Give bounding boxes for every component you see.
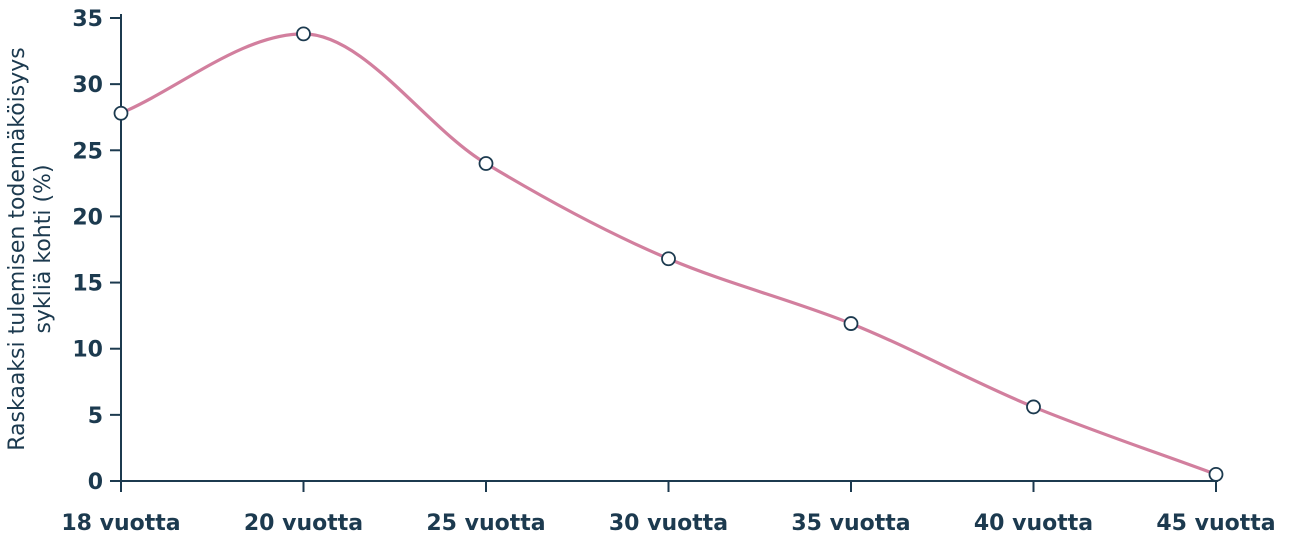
markers xyxy=(113,26,1224,482)
axes xyxy=(120,14,1218,482)
y-axis-title: Raskaaksi tulemisen todennäköisyys sykli… xyxy=(5,47,56,451)
x-ticks: 18 vuotta 20 vuotta 25 vuotta 30 vuotta 35 v… xyxy=(61,481,1276,534)
data-point-30-vuotta xyxy=(661,251,676,267)
data-point-45-vuotta xyxy=(1208,466,1224,482)
y-tick-label: 25 xyxy=(72,139,103,164)
y-tick-label: 15 xyxy=(72,272,103,297)
x-tick-label: 30 vuotta xyxy=(609,511,728,534)
x-tick-label: 40 vuotta xyxy=(974,511,1093,534)
data-point-40-vuotta xyxy=(1026,399,1041,415)
y-axis-title-line-1: Raskaaksi tulemisen todennäköisyys xyxy=(5,47,30,451)
y-tick-label: 5 xyxy=(88,404,103,429)
x-tick-label: 45 vuotta xyxy=(1156,511,1275,534)
x-tick-label: 25 vuotta xyxy=(426,511,545,534)
y-axis-title-line-2: sykliä kohti (%) xyxy=(31,164,56,333)
data-point-25-vuotta xyxy=(478,156,494,171)
x-tick-label: 20 vuotta xyxy=(244,511,363,534)
y-ticks: 0 5 10 15 20 25 30 35 xyxy=(72,7,121,495)
x-tick-label: 35 vuotta xyxy=(791,511,910,534)
y-tick-label: 35 xyxy=(72,7,103,32)
y-tick-label: 0 xyxy=(88,470,103,495)
data-point-35-vuotta xyxy=(843,316,859,331)
data-point-20-vuotta xyxy=(296,26,311,42)
y-tick-label: 30 xyxy=(72,73,103,98)
y-tick-label: 20 xyxy=(72,205,103,230)
data-point-18-vuotta xyxy=(113,105,129,121)
y-tick-label: 10 xyxy=(72,338,103,363)
x-tick-label: 18 vuotta xyxy=(61,511,180,534)
